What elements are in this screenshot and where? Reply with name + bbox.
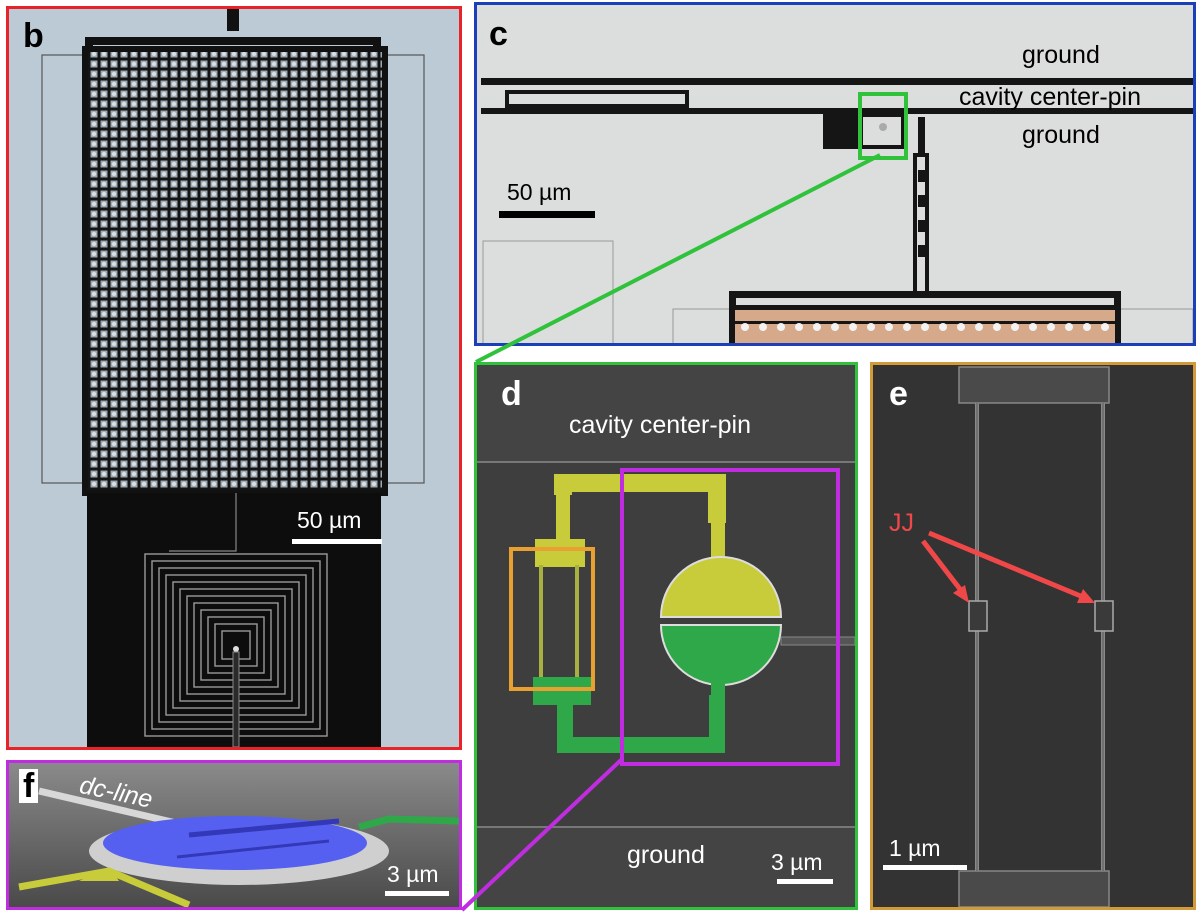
panel-e: e JJ 1 µm (870, 362, 1196, 910)
label-cavity-center-pin: cavity center-pin (959, 83, 1142, 111)
panel-f-image (9, 763, 459, 907)
label-ground-bottom: ground (1022, 121, 1100, 149)
label-ground-top: ground (1022, 41, 1100, 69)
panel-f: f dc-line 3 µm (6, 760, 462, 910)
panel-b-image (41, 9, 425, 747)
panel-e-letter: e (889, 375, 908, 413)
panel-d-scale-label: 3 µm (771, 849, 823, 875)
panel-c-letter: c (489, 15, 508, 53)
panel-d-scale-bar (777, 879, 833, 884)
panel-f-scale-bar (385, 891, 449, 896)
panel-d-image (477, 365, 855, 907)
panel-b: b 50 µm (6, 6, 462, 750)
panel-b-letter: b (23, 17, 44, 55)
panel-f-scale-label: 3 µm (387, 861, 439, 887)
panel-e-image (921, 366, 1114, 907)
panel-c-scale-bar (499, 211, 595, 218)
panel-b-scale-label: 50 µm (297, 507, 362, 533)
panel-d-letter: d (501, 375, 522, 413)
panel-c-scale-label: 50 µm (507, 179, 572, 205)
label-d-cavity-center-pin: cavity center-pin (569, 411, 752, 439)
panel-e-scale-bar (883, 865, 967, 870)
panel-d: d cavity center-pin ground 3 µm (474, 362, 858, 910)
label-d-ground: ground (627, 841, 705, 869)
label-jj: JJ (889, 509, 914, 537)
panel-f-letter: f (19, 769, 39, 803)
panel-c: c ground cavity center-pin ground 50 µm (474, 2, 1196, 346)
panel-b-scale-bar (292, 539, 382, 544)
panel-e-scale-label: 1 µm (889, 835, 941, 861)
